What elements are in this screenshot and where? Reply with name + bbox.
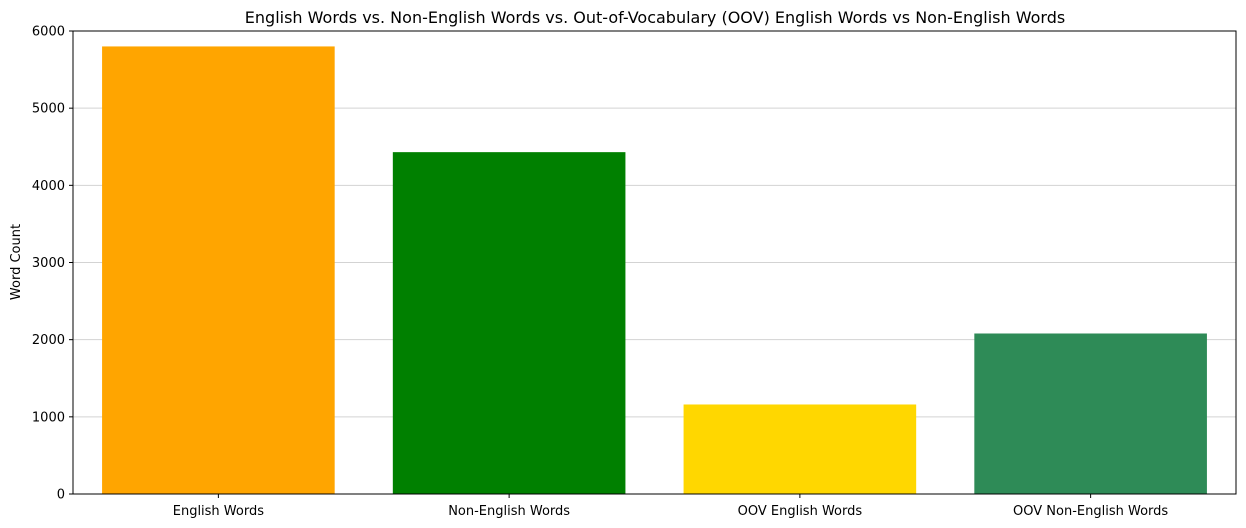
x-tick-label: Non-English Words xyxy=(448,504,570,519)
y-tick-label: 1000 xyxy=(32,410,65,425)
bars xyxy=(102,46,1207,494)
y-tick-label: 4000 xyxy=(32,179,65,194)
y-tick-label: 0 xyxy=(57,488,65,503)
y-axis-label: Word Count xyxy=(9,224,24,300)
y-tick-label: 3000 xyxy=(32,256,65,271)
x-tick-label: English Words xyxy=(173,504,264,519)
bar-oov-non-english-words xyxy=(974,333,1207,494)
x-axis-ticks: English Words Non-English Words OOV Englis… xyxy=(173,494,1168,519)
bar-non-english-words xyxy=(392,152,626,494)
x-tick-label: OOV Non-English Words xyxy=(1013,504,1168,519)
bar-english-words xyxy=(102,46,335,494)
bar-oov-english-words xyxy=(683,404,917,494)
y-axis-ticks: 0 1000 2000 3000 4000 5000 6000 xyxy=(32,25,73,503)
x-tick-label: OOV English Words xyxy=(738,504,863,519)
y-tick-label: 5000 xyxy=(32,102,65,117)
y-tick-label: 2000 xyxy=(32,333,65,348)
y-tick-label: 6000 xyxy=(32,25,65,40)
chart-title: English Words vs. Non-English Words vs. … xyxy=(245,8,1065,27)
